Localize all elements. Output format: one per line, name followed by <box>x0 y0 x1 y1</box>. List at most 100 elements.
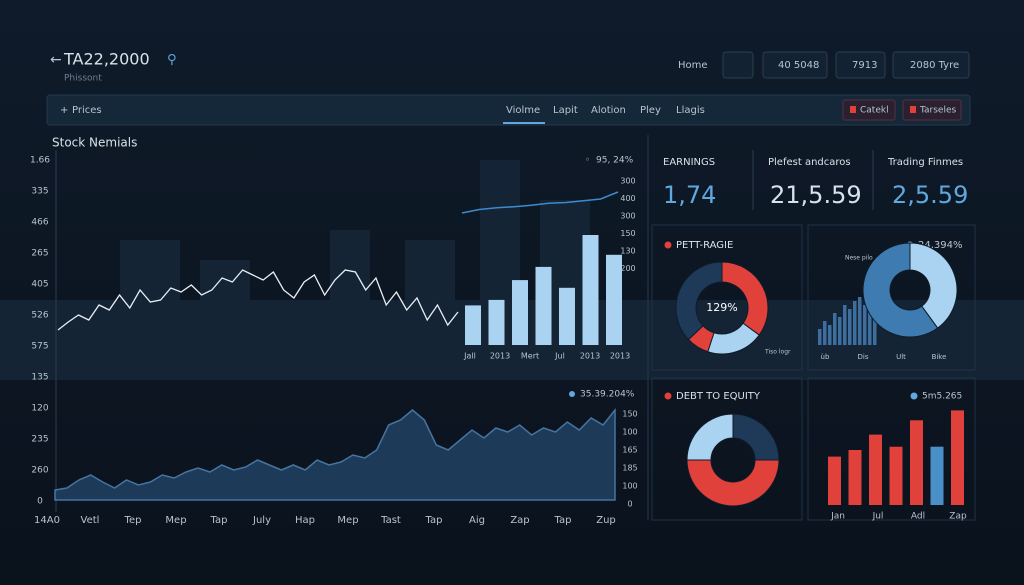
mini-bar <box>838 317 842 345</box>
search-icon[interactable]: ⚲ <box>167 53 177 68</box>
bar <box>910 420 923 505</box>
donut-segment <box>675 261 723 341</box>
donut-segment <box>862 242 939 338</box>
bar-label: Jul <box>872 512 884 522</box>
x-axis-label: Tep <box>124 515 142 526</box>
panel-title: Stock Nemials <box>52 136 137 150</box>
right-axis-label: 130 <box>620 247 635 256</box>
donut-segment <box>686 413 734 461</box>
right-axis-label: 300 <box>620 177 635 186</box>
button[interactable] <box>892 51 970 79</box>
tab[interactable]: Llagis <box>676 105 705 116</box>
button-label: Catekl <box>860 106 889 116</box>
panel <box>807 224 976 371</box>
x-axis-label: Zup <box>596 515 616 526</box>
y-axis-label: 466 <box>31 218 48 228</box>
tab[interactable]: Lapit <box>553 105 578 116</box>
right-axis-label: 185 <box>622 464 637 473</box>
header-subtitle: Phissont <box>64 74 102 84</box>
y-axis-label: 260 <box>31 466 48 476</box>
mini-bar <box>818 329 822 345</box>
x-axis-label: Tap <box>210 515 228 526</box>
bar <box>512 280 528 345</box>
mini-axis-label: Ult <box>896 353 906 361</box>
card-value: 1,74 <box>663 181 716 209</box>
panel <box>651 224 803 371</box>
nav-home[interactable]: Home <box>678 60 708 71</box>
bar-label: Adl <box>911 512 925 522</box>
back-arrow[interactable]: ← <box>50 52 62 68</box>
bar-label: 2013 <box>580 352 600 361</box>
button[interactable] <box>762 51 828 79</box>
legend-dot <box>664 241 672 249</box>
bar <box>535 266 552 345</box>
tab[interactable]: Violme <box>506 105 540 116</box>
right-axis-label: 200 <box>620 264 635 273</box>
mini-bar <box>823 321 827 345</box>
card-title: Trading Finmes <box>887 157 963 168</box>
button[interactable] <box>842 99 896 121</box>
y-axis-label: 0 <box>37 497 43 507</box>
note: Nese pilo <box>845 255 873 262</box>
mini-axis-label: ùb <box>821 353 830 361</box>
annotation: 95, 24% <box>596 156 634 166</box>
panel <box>807 377 976 521</box>
mini-bar <box>843 305 847 345</box>
toolbar-label: Prices <box>72 105 102 116</box>
annotation-dot <box>569 391 575 397</box>
mini-bar <box>828 325 832 345</box>
tab[interactable]: Alotion <box>591 105 626 116</box>
right-axis-label: 150 <box>622 410 637 419</box>
right-axis-label: 165 <box>622 446 637 455</box>
card-value: 21,5.59 <box>770 181 862 209</box>
x-axis-label: Tap <box>554 515 572 526</box>
bar-label: 2013 <box>610 352 630 361</box>
button[interactable] <box>835 51 886 79</box>
bar-label: Jall <box>463 352 476 361</box>
x-axis-label: Tap <box>425 515 443 526</box>
button-label: 7913 <box>852 60 877 71</box>
card-title: EARNINGS <box>663 157 715 168</box>
bar <box>828 456 841 505</box>
price-line <box>57 269 459 331</box>
right-axis-label: 100 <box>622 482 637 491</box>
button[interactable] <box>902 99 962 121</box>
trend-line <box>461 191 619 214</box>
panel-title: 24,394% <box>918 240 963 251</box>
x-axis-label: Mep <box>337 515 358 526</box>
y-axis-label: 526 <box>31 311 48 321</box>
bar-label: Mert <box>521 352 539 361</box>
bar <box>869 434 882 505</box>
annotation: 35.39.204% <box>580 390 635 400</box>
x-axis-label: Zap <box>510 515 529 526</box>
donut-segment <box>909 242 958 329</box>
button-icon <box>910 106 916 113</box>
mini-bar <box>858 297 862 345</box>
card-title: Plefest andcaros <box>768 157 851 168</box>
bar-label: Jul <box>554 352 565 361</box>
y-axis-label: 335 <box>31 187 48 197</box>
bar <box>848 450 862 505</box>
tab[interactable]: Pley <box>640 105 661 116</box>
bar <box>488 299 505 345</box>
right-axis-label: 400 <box>620 194 635 203</box>
x-axis-label: July <box>252 515 271 526</box>
bar <box>951 410 964 505</box>
legend-text: Tiso logr <box>764 349 791 356</box>
y-axis-label: 135 <box>31 373 48 383</box>
bar-label: Jan <box>830 512 845 522</box>
mini-bar <box>833 313 837 345</box>
x-axis-label: Aig <box>469 515 485 526</box>
mini-bar <box>853 301 857 345</box>
mini-axis-label: Dis <box>858 353 869 361</box>
y-axis-label: 1.66 <box>30 156 50 166</box>
icon-button[interactable] <box>722 51 754 79</box>
bar <box>889 446 903 505</box>
mini-axis-label: Bike <box>932 353 947 361</box>
x-axis-label: Hap <box>295 515 315 526</box>
bar <box>930 446 944 505</box>
button-label: Tarseles <box>919 106 956 116</box>
right-axis-label: 0 <box>627 500 632 509</box>
bar-label: Zap <box>949 512 967 522</box>
